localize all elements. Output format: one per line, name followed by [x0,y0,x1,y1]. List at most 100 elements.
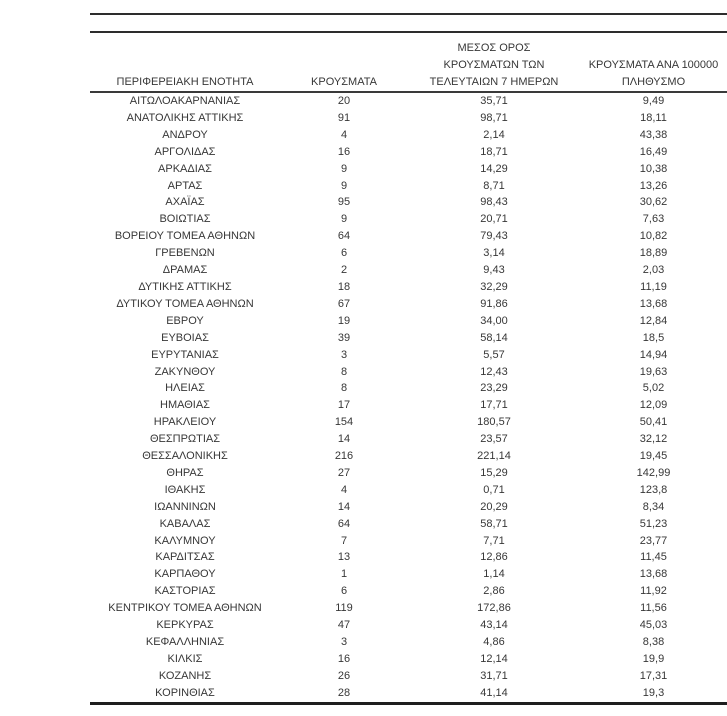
cases-count: 4 [340,128,348,141]
avg-7day-cases: 3,14 [483,247,505,260]
region-name: ΚΟΡΙΝΘΙΑΣ [155,686,215,699]
cases-per-100k: 5,02 [642,382,665,395]
cases-count: 14 [337,500,351,513]
avg-7day-cases: 4,86 [483,636,505,648]
cases-per-100k: 18,89 [639,247,668,260]
cases-per-100k: 13,26 [639,179,668,192]
avg-7day-cases: 172,86 [477,602,511,615]
cases-count: 1 [340,568,348,581]
region-name: ΚΑΡΔΙΤΣΑΣ [155,551,215,564]
avg-7day-cases: 2,14 [483,128,505,141]
cases-per-100k: 32,12 [639,433,668,446]
table-row: ΑΡΚΑΔΙΑΣ 9 14,29 10,38 [90,161,727,178]
table-row: ΗΛΕΙΑΣ 8 23,29 5,02 [90,380,727,397]
cases-per-100k: 13,68 [639,568,668,581]
region-name: ΔΥΤΙΚΟΥ ΤΟΜΕΑ ΑΘΗΝΩΝ [116,297,254,310]
cases-count: 8 [340,365,348,378]
region-name: ΚΑΡΠΑΘΟΥ [154,568,216,581]
region-name: ΑΡΚΑΔΙΑΣ [158,162,212,175]
regional-cases-table: ΠΕΡΙΦΕΡΕΙΑΚΗ ΕΝΟΤΗΤΑ ΚΡΟΥΣΜΑΤΑ ΜΕΣΟΣ ΟΡΟΣ Κ… [90,33,727,706]
cases-count: 6 [340,247,348,260]
cases-per-100k: 17,31 [639,669,668,682]
cases-per-100k: 14,94 [639,348,668,361]
cases-per-100k: 12,09 [639,399,668,412]
table-row: ΕΒΡΟΥ 19 34,00 12,84 [90,313,727,330]
cases-per-100k: 11,19 [640,280,667,293]
cases-per-100k: 7,63 [642,213,665,226]
column-header-per100k: ΚΡΟΥΣΜΑΤΑ ΑΝΑ 100000 ΠΛΗΘΥΣΜΟ [580,57,727,91]
region-name: ΑΡΤΑΣ [167,179,203,192]
cases-per-100k: 51,23 [639,517,668,530]
cases-per-100k: 19,45 [639,450,668,463]
top-rule-upper [90,13,727,15]
region-name: ΘΕΣΠΡΩΤΙΑΣ [149,433,221,446]
region-name: ΚΕΝΤΡΙΚΟΥ ΤΟΜΕΑ ΑΘΗΝΩΝ [108,602,262,615]
table-row: ΗΜΑΘΙΑΣ 17 17,71 12,09 [90,397,727,414]
avg-7day-cases: 98,71 [480,111,508,124]
cases-count: 26 [337,669,351,682]
column-header-region: ΠΕΡΙΦΕΡΕΙΑΚΗ ΕΝΟΤΗΤΑ [90,74,280,91]
table-row: ΗΡΑΚΛΕΙΟΥ 154 180,57 50,41 [90,414,727,431]
region-name: ΚΑΣΤΟΡΙΑΣ [154,585,216,598]
column-header-line: ΠΛΗΘΥΣΜΟ [621,76,686,88]
region-name: ΗΛΕΙΑΣ [165,382,205,395]
cases-per-100k: 11,45 [640,551,667,564]
cases-per-100k: 12,84 [639,314,668,327]
avg-7day-cases: 20,71 [480,213,508,226]
cases-count: 3 [340,636,348,648]
cases-count: 95 [337,196,351,209]
region-name: ΙΘΑΚΗΣ [164,483,206,496]
cases-count: 3 [340,348,348,361]
region-name: ΙΩΑΝΝΙΝΩΝ [154,500,216,513]
avg-7day-cases: 23,57 [480,433,508,446]
region-name: ΚΙΛΚΙΣ [167,652,203,665]
cases-count: 13 [337,551,351,564]
column-header-line: ΚΡΟΥΣΜΑΤΩΝ ΤΩΝ [443,59,545,71]
column-header-cases: ΚΡΟΥΣΜΑΤΑ [280,74,408,91]
cases-count: 67 [337,297,351,310]
avg-7day-cases: 41,14 [480,686,508,699]
region-name: ΑΧΑΪΑΣ [165,196,205,209]
cases-count: 28 [337,686,351,699]
avg-7day-cases: 12,14 [480,652,508,665]
cases-count: 216 [334,450,354,463]
region-name: ΚΕΡΚΥΡΑΣ [156,619,214,632]
cases-per-100k: 19,3 [642,686,665,699]
region-name: ΕΥΡΥΤΑΝΙΑΣ [151,348,219,361]
cases-count: 9 [340,213,348,226]
region-name: ΕΒΡΟΥ [166,314,204,327]
table-row: ΚΙΛΚΙΣ 16 12,14 19,9 [90,651,727,668]
avg-7day-cases: 5,57 [483,348,505,361]
avg-7day-cases: 7,71 [483,534,505,547]
table-row: ΚΕΦΑΛΛΗΝΙΑΣ 3 4,86 8,38 [90,634,727,651]
column-header-line: ΚΡΟΥΣΜΑΤΑ [311,76,377,88]
table-row: ΚΑΒΑΛΑΣ 64 58,71 51,23 [90,516,727,533]
table-row: ΚΑΡΠΑΘΟΥ 1 1,14 13,68 [90,566,727,583]
cases-count: 64 [337,230,351,243]
avg-7day-cases: 9,43 [483,264,505,277]
avg-7day-cases: 2,86 [483,585,505,598]
cases-count: 17 [337,399,351,412]
region-name: ΖΑΚΥΝΘΟΥ [154,365,216,378]
table-row: ΓΡΕΒΕΝΩΝ 6 3,14 18,89 [90,245,727,262]
region-name: ΑΝΑΤΟΛΙΚΗΣ ΑΤΤΙΚΗΣ [126,111,244,124]
cases-per-100k: 19,63 [639,365,668,378]
table-row: ΘΕΣΠΡΩΤΙΑΣ 14 23,57 32,12 [90,431,727,448]
avg-7day-cases: 1,14 [483,568,505,581]
table-row: ΙΘΑΚΗΣ 4 0,71 123,8 [90,482,727,499]
table-row: ΔΥΤΙΚΟΥ ΤΟΜΕΑ ΑΘΗΝΩΝ 67 91,86 13,68 [90,296,727,313]
table-row: ΑΝΔΡΟΥ 4 2,14 43,38 [90,127,727,144]
region-name: ΚΑΒΑΛΑΣ [159,517,211,530]
cases-per-100k: 142,99 [636,466,671,479]
region-name: ΔΡΑΜΑΣ [162,264,208,277]
cases-per-100k: 43,38 [639,128,668,141]
table-row: ΚΟΡΙΝΘΙΑΣ 28 41,14 19,3 [90,685,727,702]
region-name: ΚΑΛΥΜΝΟΥ [154,534,216,547]
avg-7day-cases: 18,71 [480,145,508,158]
avg-7day-cases: 23,29 [480,382,508,395]
avg-7day-cases: 43,14 [480,619,508,632]
table-row: ΑΙΤΩΛΟΑΚΑΡΝΑΝΙΑΣ 20 35,71 9,49 [90,93,727,110]
avg-7day-cases: 12,86 [480,551,508,564]
column-header-avg7: ΜΕΣΟΣ ΟΡΟΣ ΚΡΟΥΣΜΑΤΩΝ ΤΩΝ ΤΕΛΕΥΤΑΙΩΝ 7 ΗΜΕ… [408,40,580,91]
region-name: ΚΕΦΑΛΛΗΝΙΑΣ [145,636,225,648]
